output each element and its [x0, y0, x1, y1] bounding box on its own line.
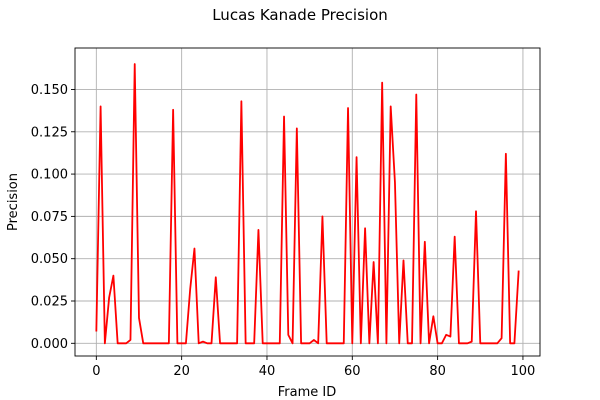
y-tick-label: 0.000	[31, 337, 68, 352]
y-tick-label: 0.150	[31, 83, 68, 98]
x-tick-label: 100	[511, 364, 536, 379]
grid-lines	[75, 48, 540, 356]
y-tick-label: 0.100	[31, 168, 68, 183]
y-axis-label: Precision	[6, 173, 21, 231]
precision-series-line	[95, 63, 520, 345]
axes-frame	[74, 47, 541, 357]
y-tick-label: 0.075	[31, 210, 68, 225]
chart-title: Lucas Kanade Precision	[212, 6, 388, 24]
y-tick-label: 0.050	[31, 252, 68, 267]
x-tick-label: 80	[429, 364, 446, 379]
x-tick-label: 60	[344, 364, 361, 379]
x-tick-label: 20	[173, 364, 190, 379]
x-tick-label: 40	[259, 364, 276, 379]
x-axis-label: Frame ID	[278, 385, 336, 400]
y-tick-label: 0.025	[31, 295, 68, 310]
y-tick-label: 0.125	[31, 125, 68, 140]
y-axis: 0.000 0.025 0.050 0.075 0.100 0.125 0.150	[31, 83, 75, 352]
x-tick-label: 0	[92, 364, 100, 379]
x-axis: 0 20 40 60 80 100	[92, 356, 535, 379]
plot-area	[95, 63, 520, 345]
